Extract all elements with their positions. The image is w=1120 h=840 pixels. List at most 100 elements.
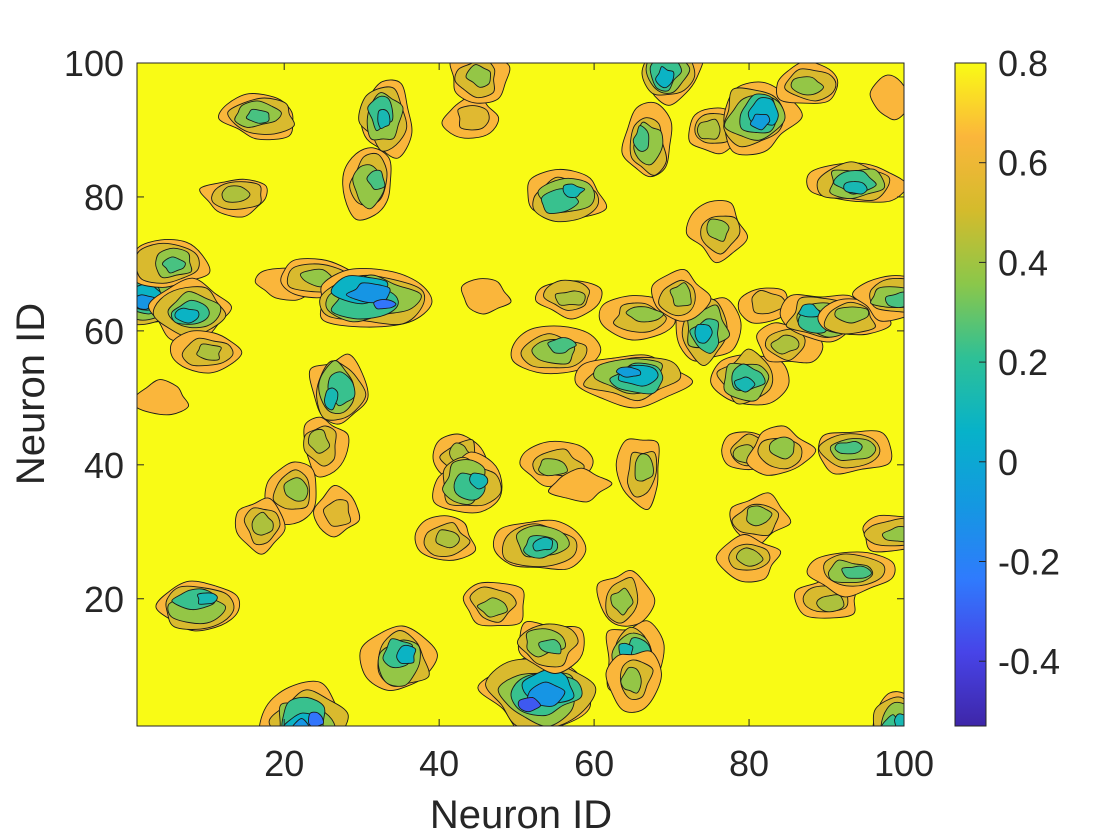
contour-feature — [596, 570, 656, 627]
contour-level-2 — [620, 666, 642, 694]
contour-level-0 — [547, 467, 613, 503]
contour-level-4 — [174, 307, 200, 324]
colorbar-tick-label: -0.4 — [998, 641, 1060, 682]
x-tick-label: 60 — [574, 743, 614, 784]
contour-layer — [137, 63, 904, 726]
x-tick-label: 80 — [729, 743, 769, 784]
contour-feature — [869, 74, 904, 121]
contour-level-5 — [749, 113, 771, 131]
contour-level-3 — [161, 256, 186, 274]
contour-level-3 — [245, 108, 270, 124]
contour-level-6 — [517, 696, 541, 713]
contour-feature — [414, 515, 477, 561]
contour-level-4 — [894, 713, 904, 726]
contour-feature — [852, 275, 904, 322]
contour-feature — [264, 461, 317, 526]
contour-feature — [574, 354, 694, 409]
contour-feature — [746, 425, 817, 476]
colorbar: 0.8 0.6 0.4 0.2 0 -0.2 -0.4 — [954, 43, 1060, 727]
y-tick-label: 100 — [64, 43, 124, 84]
contour-feature — [137, 239, 211, 288]
plot-area — [136, 62, 905, 727]
contour-feature — [510, 325, 602, 375]
contour-level-2 — [610, 587, 634, 616]
contour-level-2 — [790, 76, 824, 96]
contour-level-2 — [435, 529, 460, 549]
contour-level-3 — [547, 337, 577, 354]
colorbar-tick-label: 0.8 — [998, 43, 1048, 84]
colorbar-ticks: 0.8 0.6 0.4 0.2 0 -0.2 -0.4 — [979, 43, 1060, 682]
contour-feature — [359, 625, 438, 691]
y-tick-label: 60 — [84, 311, 124, 352]
contour-level-2 — [770, 334, 800, 355]
contour-feature — [303, 416, 350, 478]
contour-feature — [872, 691, 904, 726]
contour-level-4 — [562, 183, 586, 198]
contour-level-3 — [834, 440, 863, 455]
contour-feature — [621, 101, 673, 178]
contour-level-3 — [884, 291, 904, 309]
contour-level-4 — [532, 536, 554, 552]
contour-level-2 — [307, 429, 331, 454]
contour-feature — [715, 534, 782, 583]
contour-level-2 — [634, 453, 654, 482]
contour-level-2 — [221, 185, 251, 203]
contour-feature — [441, 92, 500, 139]
contour-level-2 — [706, 218, 730, 242]
contour-level-0 — [869, 74, 904, 121]
contour-feature — [535, 279, 603, 320]
contour-feature — [432, 451, 503, 514]
contour-level-4 — [655, 66, 675, 89]
contour-level-4 — [197, 592, 218, 605]
plot-background — [137, 63, 904, 726]
contour-level-3 — [538, 639, 562, 655]
contour-feature — [259, 680, 349, 726]
contour-level-2 — [816, 594, 845, 613]
contour-feature — [723, 81, 803, 156]
y-tick-label: 80 — [84, 177, 124, 218]
contour-feature — [806, 161, 904, 203]
y-tick-label: 20 — [84, 579, 124, 620]
plot-frame — [136, 62, 905, 727]
colorbar-tick-label: 0.4 — [998, 242, 1048, 283]
contour-level-2 — [625, 306, 664, 323]
contour-level-2 — [538, 458, 568, 477]
contour-level-2 — [465, 64, 492, 88]
contour-feature — [605, 650, 662, 713]
contour-level-2 — [669, 282, 692, 307]
colorbar-tick-label: -0.2 — [998, 541, 1060, 582]
contour-feature — [806, 551, 896, 598]
contour-feature — [155, 580, 241, 632]
contour-feature — [615, 438, 660, 511]
contour-feature — [462, 581, 525, 627]
contour-level-0 — [137, 379, 190, 416]
contour-level-1 — [457, 105, 490, 131]
contour-level-5 — [345, 282, 391, 304]
x-tick-label: 40 — [419, 743, 459, 784]
x-tick-label: 20 — [264, 743, 304, 784]
contour-feature — [675, 297, 742, 367]
contour-feature — [477, 654, 597, 726]
contour-feature — [776, 63, 839, 104]
contour-feature — [218, 93, 295, 141]
y-axis: 20 40 60 80 100 — [64, 43, 904, 620]
contour-feature — [527, 168, 608, 223]
contour-level-4 — [323, 387, 339, 411]
contour-feature — [516, 621, 585, 674]
contour-level-5 — [292, 718, 310, 726]
contour-feature — [651, 268, 712, 322]
contour-level-4 — [377, 109, 391, 130]
contour-level-4 — [694, 323, 713, 344]
contour-feature — [308, 353, 369, 425]
contour-feature — [460, 278, 512, 315]
contour-feature — [547, 467, 613, 503]
contour-level-2 — [746, 505, 773, 527]
contour-level-0 — [460, 278, 512, 315]
contour-level-4 — [734, 376, 756, 393]
contour-level-2 — [251, 511, 274, 536]
contour-level-2 — [834, 306, 870, 324]
contour-level-4 — [843, 181, 868, 195]
contour-feature — [358, 79, 413, 159]
contour-level-6 — [307, 711, 325, 726]
contour-feature — [685, 199, 748, 264]
